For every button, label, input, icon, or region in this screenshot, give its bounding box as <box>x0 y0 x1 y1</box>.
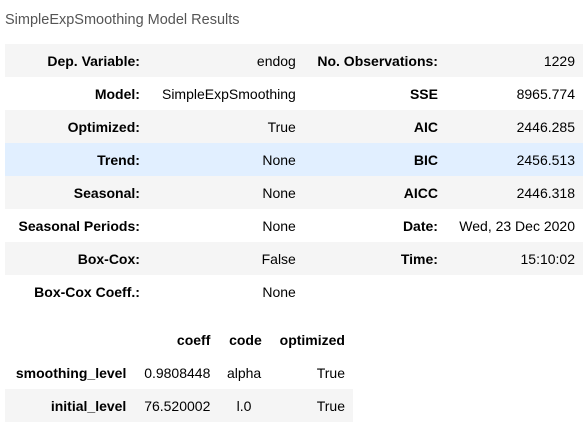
row-label: BIC <box>413 151 438 168</box>
row-label: Optimized: <box>67 118 140 135</box>
row-label: Seasonal Periods: <box>18 217 140 234</box>
param-coeff: 76.520002 <box>144 397 211 414</box>
row-value: 15:10:02 <box>520 250 576 267</box>
table-row: Dep. Variable: endog No. Observations: 1… <box>5 44 583 77</box>
table-row: Optimized: True AIC 2446.285 <box>5 110 583 143</box>
table-row: Box-Cox Coeff.: None <box>5 275 583 308</box>
table-row: Model: SimpleExpSmoothing SSE 8965.774 <box>5 77 583 110</box>
row-value: True <box>267 118 296 135</box>
table-row: Box-Cox: False Time: 15:10:02 <box>5 242 583 275</box>
row-label: SSE <box>409 85 438 102</box>
table-row: Trend: None BIC 2456.513 <box>5 143 583 176</box>
parameters-table: coeff code optimized smoothing_level 0.9… <box>5 323 353 422</box>
table-row: initial_level 76.520002 l.0 True <box>5 389 353 422</box>
row-value: 2446.285 <box>516 118 575 135</box>
row-value: False <box>261 250 296 267</box>
param-code: l.0 <box>236 397 252 414</box>
row-label: Box-Cox Coeff.: <box>34 283 140 300</box>
row-label <box>304 275 446 308</box>
row-value: SimpleExpSmoothing <box>161 85 296 102</box>
row-value: None <box>262 151 296 168</box>
row-value: None <box>262 283 296 300</box>
row-value: None <box>262 217 296 234</box>
param-code: alpha <box>226 364 262 381</box>
row-value: None <box>262 184 296 201</box>
param-name: initial_level <box>50 397 127 414</box>
row-label: Date: <box>402 217 438 234</box>
param-name: smoothing_level <box>15 364 127 381</box>
table-row: Seasonal: None AICC 2446.318 <box>5 176 583 209</box>
row-label: AICC <box>403 184 438 201</box>
param-coeff: 0.9808448 <box>144 364 211 381</box>
column-header <box>5 323 134 356</box>
table-caption: SimpleExpSmoothing Model Results <box>5 12 240 28</box>
row-value <box>446 275 583 308</box>
row-label: Box-Cox: <box>77 250 140 267</box>
column-header: code <box>229 331 262 348</box>
row-label: Seasonal: <box>73 184 140 201</box>
row-label: Time: <box>400 250 438 267</box>
row-label: Model: <box>94 85 140 102</box>
model-summary-table: Dep. Variable: endog No. Observations: 1… <box>5 44 583 308</box>
row-value: 2456.513 <box>516 151 575 168</box>
param-optimized: True <box>316 397 345 414</box>
table-header-row: coeff code optimized <box>5 323 353 356</box>
row-value: 8965.774 <box>516 85 575 102</box>
row-label: Dep. Variable: <box>47 52 140 69</box>
row-value: Wed, 23 Dec 2020 <box>459 217 575 234</box>
column-header: optimized <box>279 331 345 348</box>
table-row: Seasonal Periods: None Date: Wed, 23 Dec… <box>5 209 583 242</box>
table-row: smoothing_level 0.9808448 alpha True <box>5 356 353 389</box>
param-optimized: True <box>316 364 345 381</box>
row-value: endog <box>256 52 296 69</box>
row-value: 1229 <box>543 52 575 69</box>
row-label: AIC <box>413 118 438 135</box>
row-value: 2446.318 <box>516 184 575 201</box>
row-label: Trend: <box>97 151 140 168</box>
column-header: coeff <box>176 331 211 348</box>
row-label: No. Observations: <box>317 52 438 69</box>
